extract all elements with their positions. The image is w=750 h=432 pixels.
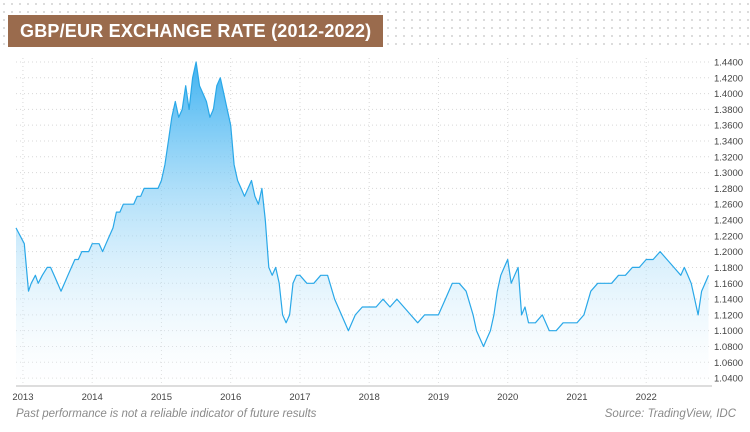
y-tick-label: 1.0600 <box>714 358 743 369</box>
y-tick-label: 1.0400 <box>714 374 743 385</box>
x-tick-label: 2016 <box>220 392 241 403</box>
y-tick-label: 1.2200 <box>714 231 743 242</box>
x-tick-label: 2022 <box>636 392 657 403</box>
axes: 1.0400 1.0600 1.0800 1.1000 1.1200 1.1400 1.16… <box>12 57 743 403</box>
y-tick-label: 1.3200 <box>714 152 743 163</box>
source-note: Source: TradingView, IDC <box>604 408 736 420</box>
y-tick-label: 1.3600 <box>714 121 743 132</box>
x-tick-label: 2018 <box>359 392 380 403</box>
y-tick-label: 1.2800 <box>714 184 743 195</box>
y-tick-label: 1.3800 <box>714 105 743 116</box>
x-tick-label: 2014 <box>82 392 103 403</box>
series-line <box>15 61 710 348</box>
y-tick-label: 1.3400 <box>714 136 743 147</box>
x-tick-label: 2017 <box>289 392 310 403</box>
series-path <box>15 61 710 348</box>
exchange-rate-chart: 1.0400 1.0600 1.0800 1.1000 1.1200 1.1400 1.16… <box>12 57 743 403</box>
y-tick-label: 1.1600 <box>714 279 743 290</box>
y-tick-label: 1.1000 <box>714 326 743 337</box>
y-tick-label: 1.1200 <box>714 310 743 321</box>
y-tick-label: 1.3000 <box>714 168 743 179</box>
x-tick-label: 2021 <box>566 392 587 403</box>
x-tick-label: 2013 <box>12 392 33 403</box>
y-tick-label: 1.2600 <box>714 200 743 211</box>
x-tick-label: 2020 <box>497 392 518 403</box>
footnote: Past performance is not a reliable indic… <box>16 408 317 420</box>
y-tick-label: 1.2000 <box>714 247 743 258</box>
y-tick-label: 1.4200 <box>714 73 743 84</box>
y-tick-label: 1.4000 <box>714 89 743 100</box>
y-tick-label: 1.0800 <box>714 342 743 353</box>
area-fill <box>16 62 709 386</box>
x-tick-label: 2015 <box>151 392 172 403</box>
y-tick-label: 1.1800 <box>714 263 743 274</box>
series-area <box>16 62 709 386</box>
chart-title: GBP/EUR EXCHANGE RATE (2012-2022) <box>8 15 384 47</box>
y-tick-label: 1.2400 <box>714 216 743 227</box>
x-tick-label: 2019 <box>428 392 449 403</box>
y-tick-label: 1.1400 <box>714 295 743 306</box>
y-tick-label: 1.4400 <box>714 57 743 68</box>
